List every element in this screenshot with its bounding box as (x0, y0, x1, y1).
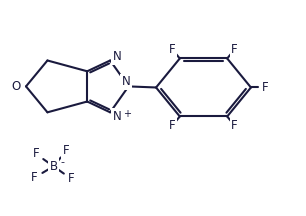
Text: F: F (231, 43, 238, 56)
Text: O: O (12, 80, 21, 93)
Text: N: N (113, 110, 121, 123)
Text: F: F (31, 171, 38, 184)
Text: N: N (113, 50, 121, 63)
Text: F: F (169, 119, 176, 132)
Text: N: N (122, 75, 130, 88)
Text: F: F (32, 147, 39, 160)
Text: F: F (169, 43, 176, 56)
Text: F: F (68, 172, 75, 185)
Text: F: F (63, 145, 69, 157)
Text: F: F (231, 119, 238, 132)
Text: F: F (262, 81, 269, 94)
Text: B: B (50, 160, 58, 173)
Text: -: - (60, 157, 64, 167)
Text: +: + (123, 110, 131, 119)
